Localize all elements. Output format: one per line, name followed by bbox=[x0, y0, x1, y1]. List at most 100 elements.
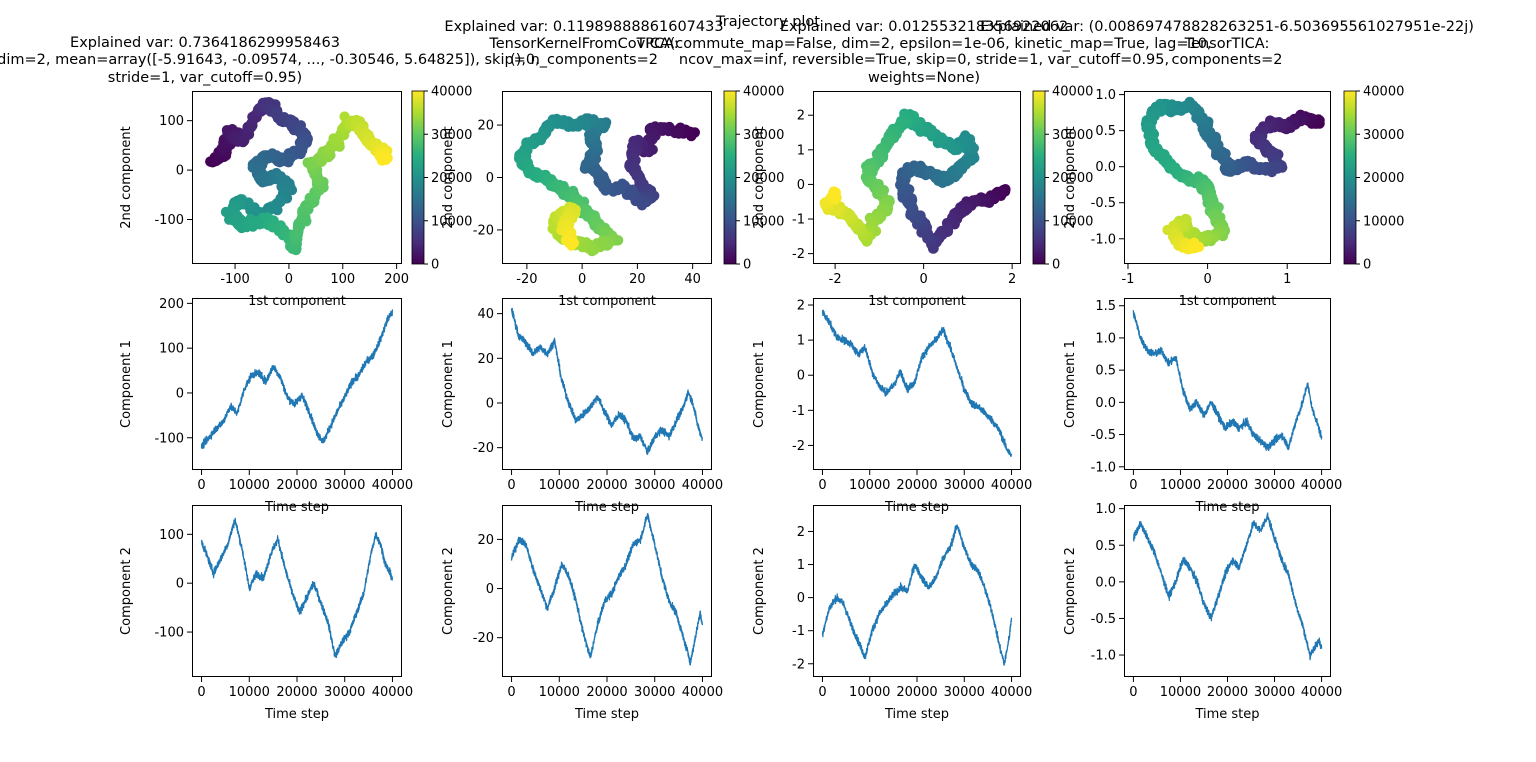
subplot-title-col3: ncov_max=inf, reversible=True, skip=0, s… bbox=[679, 52, 1169, 68]
y-tick-label: 0 bbox=[797, 591, 805, 606]
colorbar-tick-label: 30000 bbox=[1052, 128, 1093, 143]
y-tick-label: 0.0 bbox=[1095, 575, 1116, 590]
x-tick-label: 40000 bbox=[1301, 478, 1342, 493]
y-tick-label: 0 bbox=[176, 386, 184, 401]
scatter-point bbox=[380, 154, 392, 165]
colorbar-tick-label: 10000 bbox=[1363, 214, 1404, 229]
subplot-title-col3: Explained var: 0.012553218356922062 bbox=[780, 19, 1068, 35]
colorbar-tick-label: 40000 bbox=[431, 85, 472, 100]
x-tick-label: 40 bbox=[684, 272, 701, 287]
subplot-r1-c2-axes-frame bbox=[502, 91, 712, 264]
y-tick-label: -0.5 bbox=[1091, 428, 1116, 443]
colorbar-tick-label: 30000 bbox=[1363, 128, 1404, 143]
y-tick-label: -1.0 bbox=[1091, 232, 1116, 247]
colorbar-tick-label: 40000 bbox=[743, 85, 784, 100]
x-axis-label: 1st component bbox=[248, 294, 346, 309]
subplot-r2-c4-axes-frame bbox=[1124, 298, 1331, 470]
x-tick-label: 0 bbox=[285, 272, 293, 287]
y-tick-label: -1 bbox=[792, 213, 805, 228]
y-tick-label: 1.0 bbox=[1095, 88, 1116, 103]
y-axis-label: Component 1 bbox=[1063, 340, 1078, 428]
y-tick-label: 200 bbox=[159, 297, 184, 312]
x-tick-label: 1 bbox=[1283, 272, 1291, 287]
y-tick-label: 0.5 bbox=[1095, 124, 1116, 139]
y-axis-label: Component 1 bbox=[752, 340, 767, 428]
y-tick-label: 40 bbox=[477, 307, 494, 322]
y-tick-label: 0 bbox=[797, 178, 805, 193]
x-axis-label: Time step bbox=[884, 707, 949, 722]
x-tick-label: 0 bbox=[507, 685, 515, 700]
y-tick-label: 2 bbox=[797, 299, 805, 314]
y-tick-label: -100 bbox=[154, 431, 184, 446]
y-axis-label: Component 2 bbox=[441, 547, 456, 635]
y-tick-label: -20 bbox=[473, 631, 494, 646]
colorbar-tick-label: 20000 bbox=[1363, 171, 1404, 186]
x-tick-label: 0 bbox=[1129, 685, 1137, 700]
x-tick-label: 0 bbox=[818, 685, 826, 700]
y-tick-label: 1 bbox=[797, 558, 805, 573]
subplot-r3-c4-series-line bbox=[1132, 512, 1323, 661]
subplot-r3-c4-axes-frame bbox=[1124, 505, 1331, 677]
colorbar-tick-label: 0 bbox=[431, 258, 439, 273]
x-tick-label: 20 bbox=[629, 272, 646, 287]
x-tick-label: 10000 bbox=[1160, 685, 1201, 700]
colorbar-tick-label: 10000 bbox=[431, 214, 472, 229]
y-tick-label: -1 bbox=[792, 404, 805, 419]
y-axis-label: Component 1 bbox=[441, 340, 456, 428]
y-axis-label: 2nd component bbox=[752, 126, 767, 228]
x-tick-label: 20000 bbox=[1207, 478, 1248, 493]
subplot-title-col4: components=2 bbox=[1172, 52, 1283, 68]
subplot-r2-c2-series-line bbox=[510, 307, 703, 456]
subplot-title-col2: Explained var: 0.11989888861607433 bbox=[444, 19, 723, 35]
y-axis-label: Component 2 bbox=[752, 547, 767, 635]
x-axis-label: Time step bbox=[264, 707, 329, 722]
x-tick-label: 30000 bbox=[1254, 685, 1295, 700]
colorbar-tick-label: 0 bbox=[743, 258, 751, 273]
subplot-r1-c4-scatter-points bbox=[1140, 96, 1325, 255]
y-tick-label: 1.0 bbox=[1095, 502, 1116, 517]
x-tick-label: 40000 bbox=[682, 685, 723, 700]
y-tick-label: 0.5 bbox=[1095, 539, 1116, 554]
x-tick-label: 20000 bbox=[276, 478, 317, 493]
x-tick-label: 2 bbox=[1008, 272, 1016, 287]
y-tick-label: 0 bbox=[486, 396, 494, 411]
subplot-title-col1: Explained var: 0.7364186299958463 bbox=[70, 35, 340, 51]
colorbar bbox=[723, 90, 737, 265]
y-tick-label: 0 bbox=[486, 582, 494, 597]
x-tick-label: 30000 bbox=[944, 685, 985, 700]
subplot-r3-c2-axes-frame bbox=[502, 505, 712, 677]
y-tick-label: 2 bbox=[797, 109, 805, 124]
y-tick-label: 100 bbox=[159, 114, 184, 129]
colorbar-tick-label: 30000 bbox=[743, 128, 784, 143]
colorbar-tick-label: 40000 bbox=[1052, 85, 1093, 100]
x-tick-label: 20000 bbox=[586, 685, 627, 700]
x-tick-label: 0 bbox=[578, 272, 586, 287]
y-tick-label: -0.5 bbox=[1091, 612, 1116, 627]
x-tick-label: 30000 bbox=[944, 478, 985, 493]
y-tick-label: -2 bbox=[792, 657, 805, 672]
x-tick-label: 30000 bbox=[634, 478, 675, 493]
x-tick-label: 20000 bbox=[896, 478, 937, 493]
colorbar bbox=[1032, 90, 1046, 265]
subplot-r3-c3-axes-frame bbox=[813, 505, 1021, 677]
subplot-r3-c2-series-line bbox=[510, 513, 704, 666]
subplot-r1-c2-scatter-points bbox=[513, 113, 700, 257]
colorbar-tick-label: 30000 bbox=[431, 128, 472, 143]
subplot-title-col3: weights=None) bbox=[868, 70, 980, 86]
y-tick-label: 1.0 bbox=[1095, 331, 1116, 346]
x-tick-label: -2 bbox=[829, 272, 842, 287]
y-tick-label: -1.0 bbox=[1091, 460, 1116, 475]
y-tick-label: 0 bbox=[176, 577, 184, 592]
y-axis-label: Component 2 bbox=[1063, 547, 1078, 635]
subplot-title-col4: Explained var: (0.008697478828263251-6.5… bbox=[980, 19, 1474, 35]
x-tick-label: -100 bbox=[220, 272, 250, 287]
x-tick-label: 0 bbox=[1203, 272, 1211, 287]
subplot-r3-c3-series-line bbox=[821, 524, 1013, 666]
x-tick-label: 30000 bbox=[324, 478, 365, 493]
subplot-title-col4: TensorTICA: bbox=[1184, 36, 1270, 52]
x-axis-label: 1st component bbox=[1179, 294, 1277, 309]
subplot-r1-c3-axes-frame bbox=[813, 91, 1021, 264]
subplot-title-col3: TICA(commute_map=False, dim=2, epsilon=1… bbox=[635, 36, 1211, 52]
subplot-r2-c4-series-line bbox=[1132, 310, 1323, 452]
colorbar-tick-label: 20000 bbox=[1052, 171, 1093, 186]
